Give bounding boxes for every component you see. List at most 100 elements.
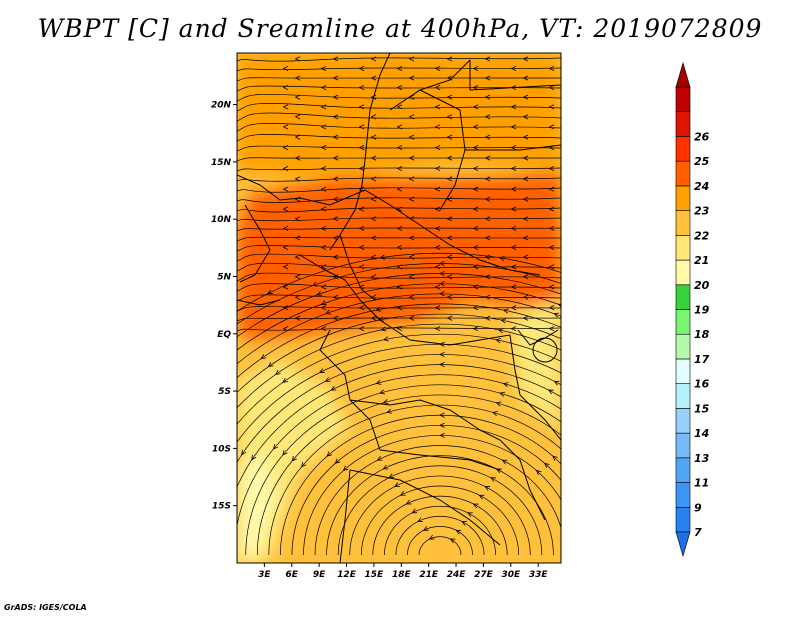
streamline-arrow [294, 294, 301, 300]
streamline-arrow [396, 206, 403, 212]
streamline-arrow [320, 244, 327, 250]
streamline-arrow [434, 305, 441, 311]
streamline-arrow [548, 284, 555, 290]
streamline-arrow [667, 356, 672, 361]
streamline-arrow [358, 305, 365, 311]
streamline-arrow [667, 459, 671, 464]
streamline-arrow [763, 452, 767, 457]
streamline [237, 317, 561, 322]
streamline-arrow [449, 538, 456, 544]
streamline [237, 112, 561, 122]
streamline [395, 516, 485, 556]
streamline-arrow [737, 447, 741, 452]
lon-tick-label: 6E [286, 570, 299, 580]
colorbar-segment [675, 333, 691, 360]
streamline-arrow [282, 104, 289, 110]
streamline-arrow [552, 455, 558, 461]
streamline-arrow [567, 285, 572, 289]
streamline-arrow [434, 124, 441, 130]
streamline-arrow [320, 225, 327, 231]
streamline-arrow [467, 512, 473, 517]
streamline-arrow [510, 305, 517, 311]
colorbar-label: 24 [694, 180, 709, 193]
streamline [237, 252, 561, 312]
streamline-arrow [358, 145, 365, 151]
streamline-arrow [320, 326, 327, 332]
streamline-arrow [294, 56, 301, 62]
streamline-arrow [232, 445, 236, 450]
streamline-arrow [446, 176, 453, 182]
streamline-arrow [439, 351, 445, 357]
streamline-arrow [408, 56, 415, 62]
streamline-arrow [376, 455, 383, 461]
colorbar-label: 9 [694, 501, 702, 514]
streamline-arrow [358, 165, 365, 172]
streamline-arrow [510, 65, 517, 72]
streamline-arrow [241, 449, 247, 456]
streamline-arrow [370, 196, 377, 202]
streamline-arrow [651, 370, 656, 375]
streamline-arrow [510, 124, 517, 130]
streamline-arrow [715, 455, 719, 460]
streamline-arrow [612, 367, 617, 371]
colorbar-label: 18 [694, 328, 710, 341]
streamline-arrow [560, 137, 561, 138]
streamline-arrow [154, 446, 158, 451]
streamline-arrow [282, 305, 289, 311]
streamline-arrow [379, 254, 386, 260]
lat-tick-label: 5S [218, 387, 231, 397]
streamline-arrow [522, 294, 529, 300]
colorbar-segment [675, 358, 691, 384]
streamline-arrow [408, 155, 415, 161]
streamline-arrow [548, 244, 555, 250]
streamline-arrow [548, 225, 555, 231]
streamline [349, 475, 531, 556]
streamline [237, 77, 561, 82]
streamline-arrow [320, 305, 327, 311]
streamline-arrow [370, 134, 377, 140]
lon-tick-label: 15E [365, 570, 385, 580]
streamline-arrow [370, 274, 377, 280]
streamline-arrow [522, 94, 529, 100]
colorbar-label: 25 [694, 155, 710, 168]
streamline-arrow [472, 85, 479, 91]
streamline-arrow [192, 445, 196, 450]
streamline [237, 306, 561, 312]
streamline-arrow [604, 374, 609, 378]
streamline [237, 123, 561, 132]
streamline-arrow [396, 85, 403, 91]
streamline [245, 384, 561, 556]
streamline-arrow [553, 380, 560, 386]
streamline-arrow [282, 85, 289, 91]
streamline-arrow [439, 422, 445, 428]
streamline-arrow [484, 155, 491, 161]
streamline-arrow [320, 124, 327, 130]
colorbar-segment [675, 235, 691, 261]
streamline-arrow [282, 145, 289, 151]
streamline-arrow [332, 315, 339, 321]
streamline-arrow [320, 300, 327, 306]
streamline-arrow [543, 462, 550, 469]
lon-tick-label: 9E [313, 570, 326, 580]
streamline-arrow [548, 264, 555, 270]
streamline-arrow [484, 254, 491, 260]
streamline-arrow [434, 145, 441, 151]
streamline-arrow [282, 326, 289, 332]
streamline-arrow [484, 315, 491, 321]
streamline [237, 167, 561, 172]
colorbar-label: 22 [694, 229, 710, 242]
streamline-arrow [563, 294, 568, 298]
streamline-arrow [332, 254, 339, 260]
streamline-arrow [434, 284, 441, 290]
streamline-arrow [428, 534, 435, 540]
streamline-arrow [559, 372, 561, 375]
streamline-arrow [382, 399, 389, 405]
streamline [360, 485, 520, 556]
streamline-arrow [334, 458, 341, 464]
lon-tick-label: 27E [474, 570, 494, 580]
streamlines [154, 56, 767, 556]
streamline-arrow [548, 65, 555, 72]
streamline-arrow [434, 165, 441, 172]
colorbar-label: 17 [694, 353, 710, 366]
streamline [314, 445, 561, 556]
